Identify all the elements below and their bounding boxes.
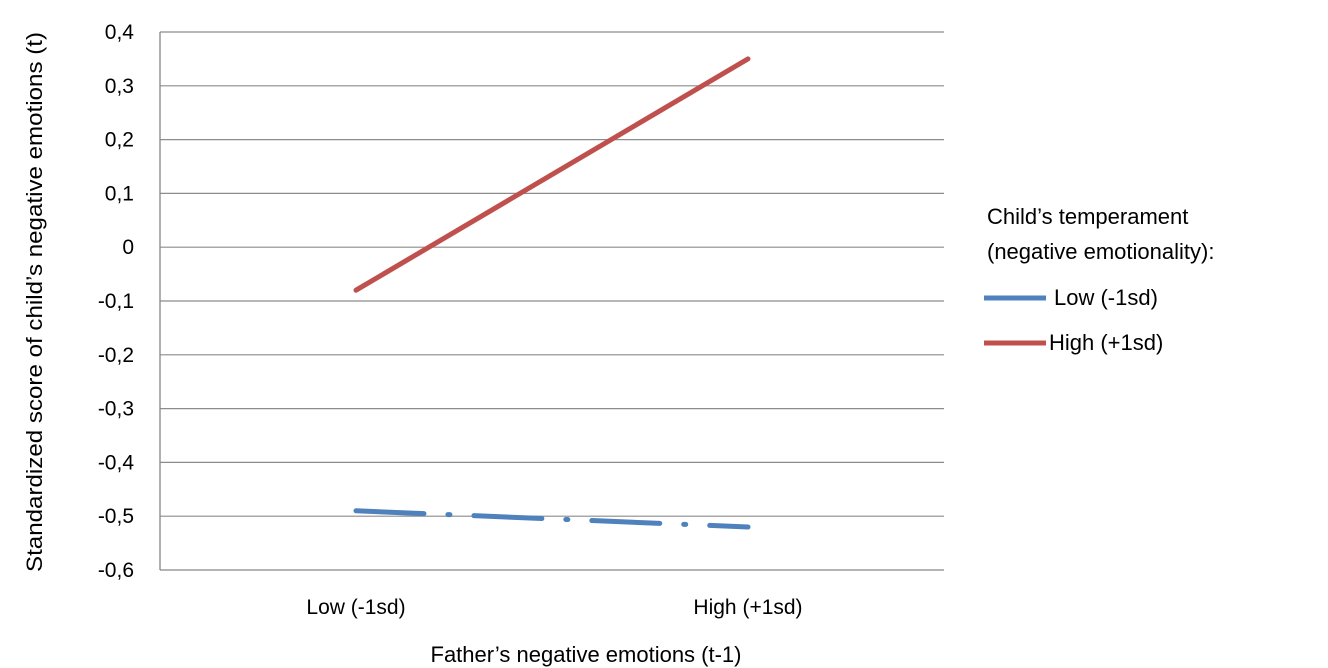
legend-title-line-2: (negative emotionality): — [987, 239, 1214, 264]
y-tick-label: -0,4 — [98, 451, 135, 474]
legend-title-line-1: Child’s temperament — [987, 204, 1188, 229]
x-tick-label: Low (-1sd) — [306, 596, 405, 619]
series-lines — [353, 56, 751, 530]
y-tick-label: -0,1 — [98, 290, 134, 313]
y-tick-label: 0,1 — [105, 182, 134, 205]
legend-label-low: Low (-1sd) — [1054, 285, 1158, 310]
series-line-low — [353, 508, 751, 530]
x-tick-label: High (+1sd) — [693, 596, 802, 619]
legend-entries: Low (-1sd) High (+1sd) — [984, 285, 1163, 355]
gridlines — [160, 31, 944, 571]
x-tick-labels: Low (-1sd) High (+1sd) — [306, 596, 802, 619]
y-tick-label: -0,6 — [98, 559, 134, 582]
y-tick-labels: 0,4 0,3 0,2 0,1 0 -0,1 -0,2 -0,3 -0,4 -0,5 -0,6 — [98, 21, 135, 582]
legend: Child’s temperament (negative emotionali… — [984, 204, 1214, 355]
y-tick-label: 0,4 — [105, 21, 135, 44]
y-tick-label: -0,2 — [98, 344, 134, 367]
y-tick-label: -0,3 — [98, 398, 134, 421]
y-tick-label: 0,3 — [105, 75, 134, 98]
y-axis-title: Standardized score of child’s negative e… — [22, 32, 47, 572]
legend-label-high: High (+1sd) — [1049, 330, 1163, 355]
y-tick-label: 0 — [122, 236, 134, 259]
x-axis-title: Father’s negative emotions (t-1) — [431, 642, 742, 667]
y-tick-label: -0,5 — [98, 505, 134, 528]
series-line-high — [353, 56, 751, 293]
y-tick-label: 0,2 — [105, 129, 134, 152]
